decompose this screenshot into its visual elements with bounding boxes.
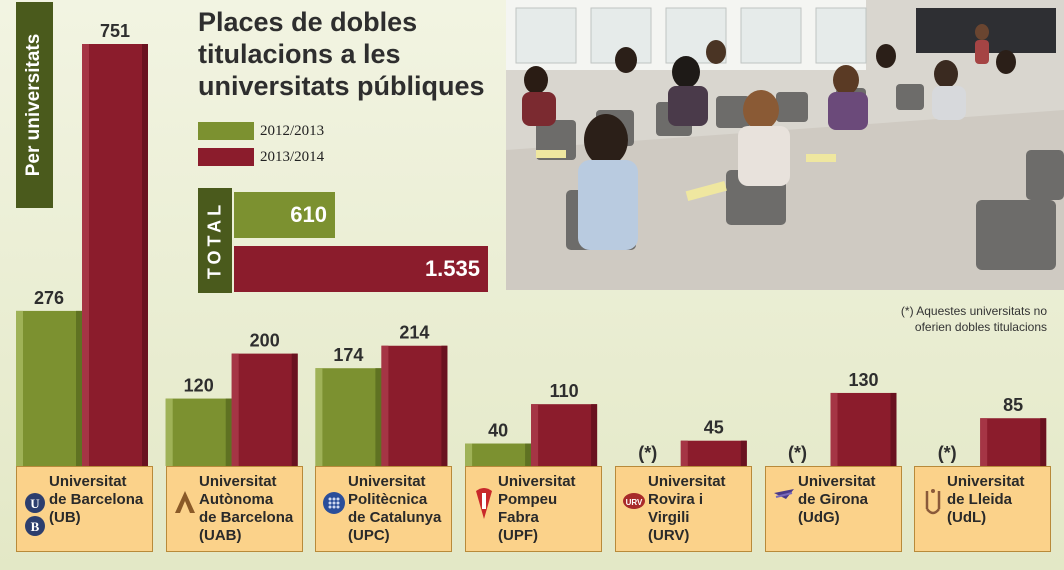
bar-value-label-0-4: (*): [638, 443, 657, 463]
university-name: Universitat de Barcelona (UB): [49, 473, 144, 526]
bar-shade-0-3: [525, 443, 532, 466]
university-box: Universitat Pompeu Fabra (UPF): [465, 466, 602, 552]
bar-shade-0-1: [225, 398, 232, 466]
bar-highlight-1-0: [82, 44, 89, 466]
bar-highlight-0-3: [465, 443, 473, 466]
bar-2013-3: [531, 404, 598, 466]
bar-2013-4: [680, 440, 747, 466]
bar-shade-1-1: [291, 353, 298, 466]
bar-shade-1-4: [740, 440, 747, 466]
bar-2013-5: [830, 392, 897, 466]
bar-2012-2: [315, 368, 382, 466]
bar-value-label-0-0: 276: [34, 288, 64, 308]
total-bar-2013: 1.535: [234, 246, 488, 292]
bar-highlight-1-5: [830, 392, 838, 466]
classroom-photo: [506, 0, 1064, 290]
svg-text:B: B: [31, 519, 40, 534]
bar-value-label-0-6: (*): [938, 443, 957, 463]
bar-2012-1: [165, 398, 232, 466]
footnote: (*) Aquestes universitats no oferien dob…: [900, 304, 1047, 334]
bar-2013-1: [231, 353, 298, 466]
bar-highlight-1-1: [231, 353, 239, 466]
bar-highlight-1-6: [980, 418, 988, 466]
total-label: TOTAL: [198, 188, 232, 293]
university-name: Universitat Rovira i Virgili (URV): [648, 473, 726, 544]
bar-shade-0-0: [76, 310, 82, 466]
university-name: Universitat Autònoma de Barcelona (UAB): [199, 473, 294, 544]
total-bar-2012: 610: [234, 192, 335, 238]
chart-title: Places de dobles titulacions a les unive…: [198, 7, 485, 101]
bar-value-label-1-5: 130: [848, 370, 878, 390]
bar-highlight-0-1: [165, 398, 173, 466]
bar-value-label-1-2: 214: [399, 323, 429, 343]
bar-shade-0-2: [375, 368, 382, 466]
university-box: Universitat Autònoma de Barcelona (UAB): [166, 466, 303, 552]
university-box: Universitat Politècnica de Catalunya (UP…: [315, 466, 452, 552]
university-box: URV Universitat Rovira i Virgili (URV): [615, 466, 752, 552]
university-name: Universitat de Girona (UdG): [798, 473, 876, 526]
bar-2013-0: [82, 44, 148, 466]
bar-highlight-0-2: [315, 368, 323, 466]
bar-value-label-1-0: 751: [100, 21, 130, 41]
bar-shade-1-6: [1040, 418, 1047, 466]
bar-highlight-1-4: [680, 440, 688, 466]
university-name: Universitat Pompeu Fabra (UPF): [498, 473, 576, 544]
bar-value-label-1-1: 200: [250, 331, 280, 351]
bar-value-label-1-6: 85: [1003, 395, 1023, 415]
legend-label-2012: 2012/2013: [260, 122, 325, 139]
upc-logo: [322, 479, 346, 539]
bar-value-label-0-5: (*): [788, 443, 807, 463]
bar-shade-1-3: [591, 404, 598, 466]
bar-highlight-1-3: [531, 404, 539, 466]
bar-highlight-1-2: [381, 345, 389, 466]
bar-shade-1-5: [890, 392, 897, 466]
side-label: Per universitats: [16, 2, 53, 208]
university-box: U B Universitat de Barcelona (UB): [16, 466, 153, 552]
bar-2013-6: [980, 418, 1047, 466]
total-value-2013: 1.535: [424, 256, 480, 281]
legend-item-2012: 2012/2013: [198, 122, 324, 140]
legend-item-2013: 2013/2014: [198, 148, 324, 166]
total-label-text: TOTAL: [204, 200, 225, 280]
udl-logo: [921, 479, 945, 539]
bar-value-label-1-3: 110: [550, 381, 579, 401]
udg-logo: [772, 479, 796, 539]
legend-swatch-2012: [198, 122, 254, 140]
svg-text:URV: URV: [626, 498, 643, 507]
classroom-photo-illustration: [506, 0, 1064, 290]
bar-2013-2: [381, 345, 448, 466]
bar-value-label-1-4: 45: [704, 418, 724, 438]
side-label-text: Per universitats: [23, 33, 44, 177]
university-box: Universitat de Lleida (UdL): [914, 466, 1051, 552]
university-box: Universitat de Girona (UdG): [765, 466, 902, 552]
legend-label-2013: 2013/2014: [260, 148, 325, 165]
university-name: Universitat Politècnica de Catalunya (UP…: [348, 473, 442, 544]
bar-highlight-0-0: [16, 310, 23, 466]
urv-logo: URV: [622, 479, 646, 539]
uab-logo: [173, 479, 197, 539]
bar-2012-0: [16, 310, 82, 466]
legend-swatch-2013: [198, 148, 254, 166]
bar-2012-3: [465, 443, 532, 466]
svg-text:U: U: [30, 496, 40, 511]
bar-shade-1-2: [441, 345, 448, 466]
bar-shade-1-0: [142, 44, 148, 466]
upf-logo: [472, 479, 496, 539]
bar-value-label-0-3: 40: [488, 421, 508, 441]
total-value-2012: 610: [290, 202, 327, 227]
bar-value-label-0-2: 174: [333, 345, 363, 365]
bar-value-label-0-1: 120: [184, 376, 214, 396]
university-name: Universitat de Lleida (UdL): [947, 473, 1025, 526]
